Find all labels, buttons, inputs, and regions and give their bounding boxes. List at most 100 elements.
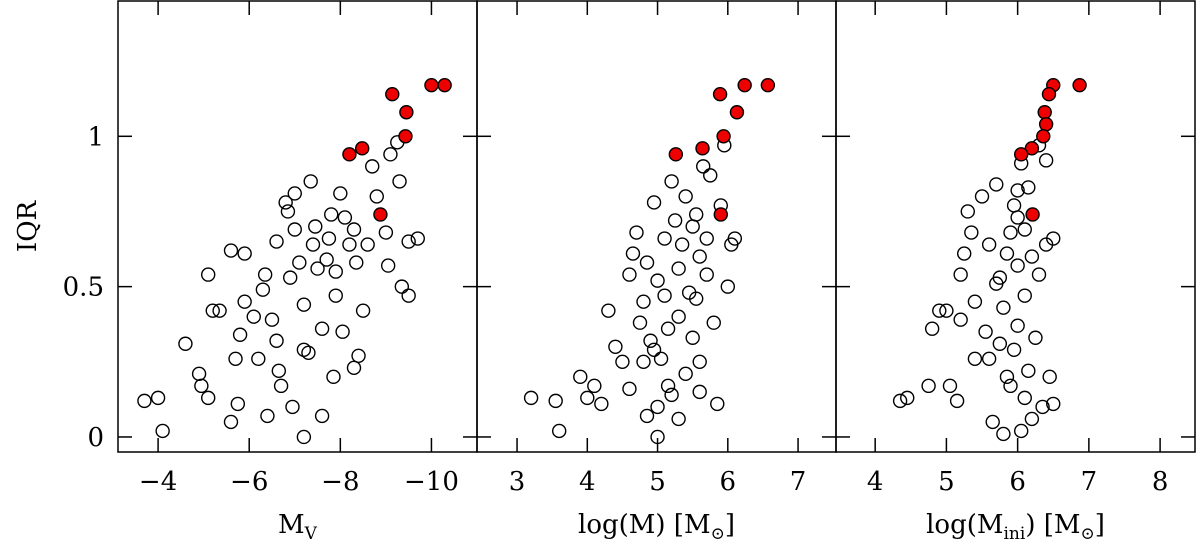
point: [333, 186, 348, 201]
point: [657, 231, 672, 246]
point: [1024, 249, 1040, 264]
point: [328, 288, 343, 303]
point: [273, 378, 289, 394]
plot-frame: [117, 0, 478, 453]
point: [992, 336, 1008, 351]
point: [351, 348, 366, 363]
x-tick-label: −10: [404, 467, 459, 497]
point: [296, 429, 312, 445]
point: [587, 378, 602, 394]
point: [437, 77, 452, 93]
point: [1013, 147, 1029, 162]
x-axis-label-part: M: [278, 510, 305, 540]
point: [685, 219, 700, 234]
point: [957, 246, 972, 261]
x-axis-label-part: ) [M: [1025, 510, 1080, 540]
point: [1072, 77, 1087, 93]
point: [1046, 396, 1061, 412]
point: [314, 408, 330, 424]
point: [939, 303, 954, 318]
point: [1041, 87, 1057, 102]
point: [601, 303, 616, 318]
point: [996, 300, 1011, 315]
point: [892, 393, 908, 409]
point: [650, 429, 665, 445]
point: [303, 174, 318, 189]
point: [349, 255, 364, 270]
x-tick-label: 4: [867, 467, 884, 497]
point: [1006, 198, 1022, 213]
point: [660, 378, 676, 394]
point: [999, 369, 1015, 385]
point: [287, 222, 302, 237]
point: [398, 129, 413, 144]
point: [1006, 342, 1022, 357]
point: [981, 351, 997, 366]
point: [365, 159, 380, 174]
point: [695, 141, 710, 156]
point: [1028, 330, 1043, 345]
point: [355, 303, 371, 318]
point: [921, 378, 936, 394]
point: [967, 351, 983, 366]
point: [255, 282, 271, 297]
point: [964, 225, 979, 240]
point: [230, 396, 246, 412]
point: [639, 408, 655, 424]
point: [632, 315, 648, 330]
point: [671, 411, 686, 427]
point: [296, 342, 312, 357]
point: [201, 267, 216, 282]
x-tick-label: −4: [139, 467, 177, 497]
point: [737, 77, 752, 93]
point: [720, 279, 736, 294]
y-tick-label: 1: [87, 122, 104, 152]
point: [201, 390, 216, 406]
point: [978, 324, 993, 339]
point: [949, 393, 965, 409]
point: [223, 414, 239, 430]
point: [692, 354, 707, 369]
point: [712, 87, 728, 102]
point: [346, 222, 362, 237]
x-tick-label: −8: [321, 467, 359, 497]
x-tick-label: 7: [1081, 467, 1098, 497]
point: [667, 213, 683, 228]
point: [292, 255, 307, 270]
point: [942, 378, 958, 394]
x-tick-label: 6: [720, 467, 737, 497]
point: [622, 267, 637, 282]
point: [1024, 141, 1040, 156]
x-axis-label-part: log(M: [926, 510, 1003, 540]
point: [424, 77, 439, 93]
plot-frame: [476, 0, 837, 453]
point: [237, 294, 252, 309]
point: [401, 234, 416, 249]
x-tick-label: 7: [790, 467, 807, 497]
point: [1021, 363, 1036, 379]
point: [410, 231, 425, 246]
point: [625, 246, 641, 261]
point: [932, 303, 947, 318]
point: [900, 390, 915, 406]
x-axis-label-part: log(M) [M: [578, 510, 711, 540]
point: [401, 288, 416, 303]
point: [137, 393, 152, 409]
point: [369, 189, 384, 204]
point: [685, 330, 700, 345]
point: [692, 249, 707, 264]
x-tick-label: 5: [938, 467, 955, 497]
point: [346, 360, 362, 376]
point: [319, 252, 334, 267]
point: [688, 207, 704, 222]
point: [246, 309, 261, 324]
point: [729, 105, 745, 120]
point: [296, 297, 312, 312]
point: [228, 351, 243, 366]
point: [1038, 153, 1054, 168]
point: [1024, 411, 1040, 427]
point: [650, 273, 665, 288]
point: [960, 204, 975, 219]
point: [392, 174, 407, 189]
